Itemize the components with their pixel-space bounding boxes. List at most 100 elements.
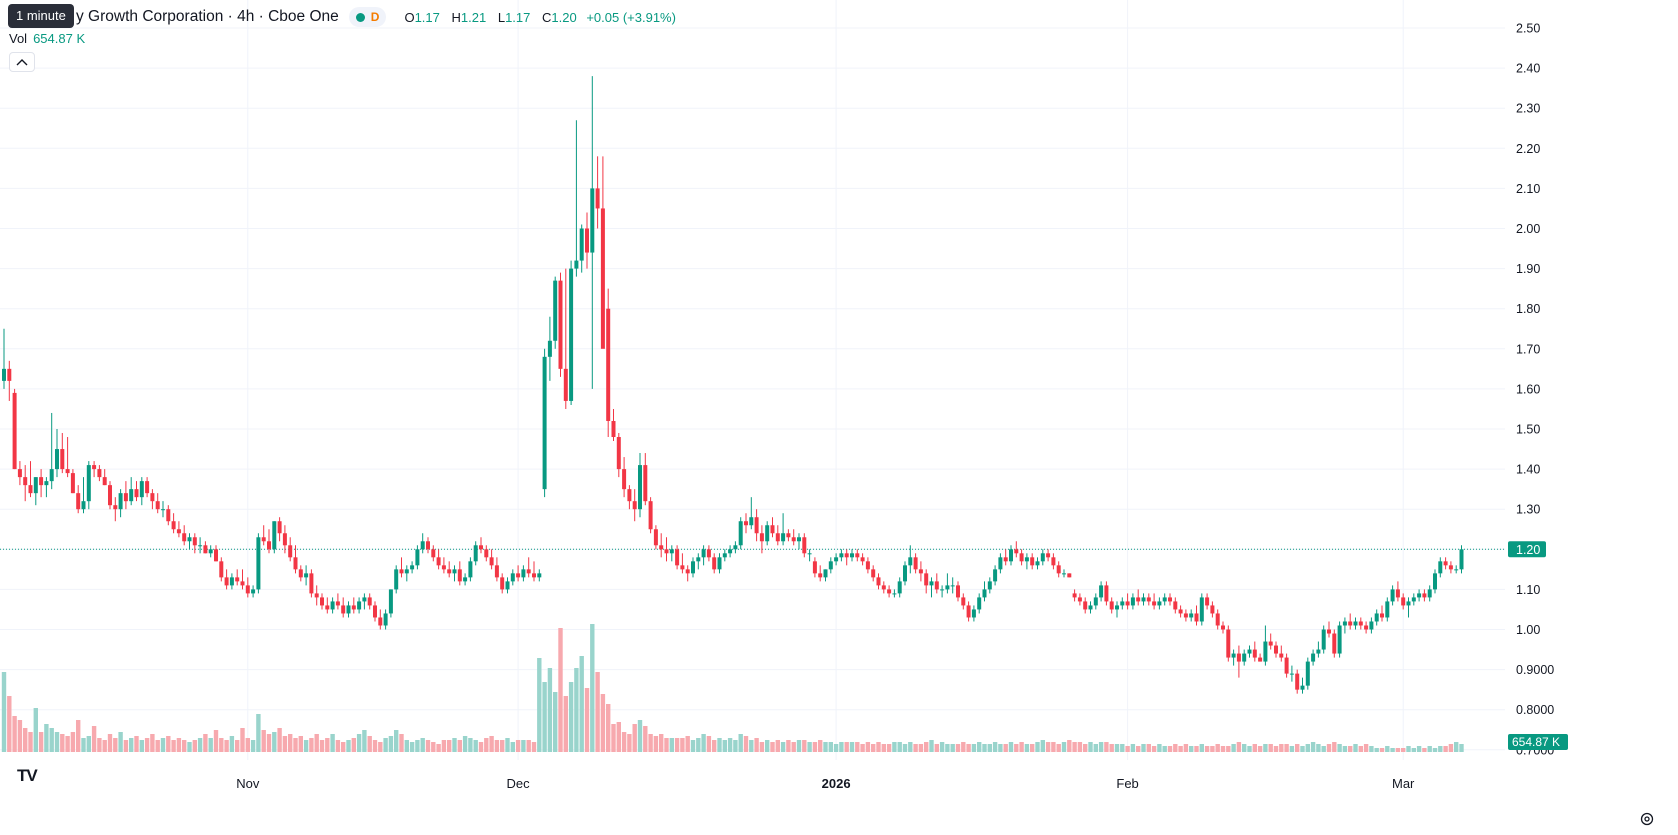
candle <box>431 545 436 562</box>
collapse-legend-button[interactable] <box>9 52 35 72</box>
volume-bar <box>1416 746 1422 752</box>
time-axis[interactable]: NovDec2026FebMarApr <box>236 776 1678 791</box>
volume-bar <box>1098 742 1104 752</box>
chevron-up-icon <box>16 59 28 66</box>
candle <box>187 533 192 550</box>
volume-bar <box>722 740 727 752</box>
candle <box>245 577 250 598</box>
candle <box>23 465 28 502</box>
volume-bar <box>468 738 473 752</box>
volume-bar <box>1003 744 1008 752</box>
volume-bar <box>1305 744 1310 752</box>
y-tick-label: 1.80 <box>1516 302 1540 316</box>
candle <box>1056 561 1061 578</box>
volume-bar <box>1019 742 1024 752</box>
y-tick-label: 1.40 <box>1516 463 1540 477</box>
volume-bar <box>892 742 897 752</box>
volume-bar <box>436 744 441 752</box>
volume-label: Vol <box>9 31 28 46</box>
candle <box>383 609 388 630</box>
volume-bar <box>802 740 807 752</box>
x-tick-label: Nov <box>236 776 260 791</box>
candle <box>956 581 960 602</box>
volume-bar <box>17 720 23 752</box>
candle <box>1014 541 1019 558</box>
candle <box>447 561 452 578</box>
volume-bar <box>1242 744 1247 752</box>
candle <box>7 360 12 401</box>
candle <box>950 577 955 594</box>
interval-badge: D <box>370 10 380 24</box>
candle <box>399 557 404 578</box>
candle <box>102 469 107 486</box>
candle <box>574 120 579 277</box>
volume-bar <box>12 716 17 752</box>
volume-bar <box>913 744 918 752</box>
volume-bar <box>1231 744 1236 752</box>
price-axis[interactable]: 2.50 2.40 2.30 2.20 2.10 2.00 1.90 1.80 1.70 1.60… <box>1516 22 1554 758</box>
candle <box>182 525 187 546</box>
high-value: 1.21 <box>460 9 487 25</box>
volume-bar <box>632 724 637 752</box>
volume-bar <box>229 736 235 752</box>
volume-legend: Vol 654.87 K <box>9 31 85 46</box>
candle <box>1284 653 1289 678</box>
settings-icon[interactable] <box>1638 810 1656 828</box>
candle <box>484 545 489 562</box>
candle <box>60 433 65 474</box>
candle <box>1242 649 1247 666</box>
status-pill[interactable]: D <box>348 7 387 27</box>
symbol-title[interactable]: y Growth Corporation · 4h · Cboe One <box>76 8 339 25</box>
volume-bar <box>1369 746 1374 752</box>
candle <box>706 545 711 562</box>
candle <box>2 328 6 389</box>
candle <box>1077 593 1082 606</box>
volume-bar <box>871 744 876 752</box>
volume-bar <box>961 742 966 752</box>
volume-bar <box>526 740 531 752</box>
volume-bar <box>457 740 462 752</box>
volume-bar <box>998 744 1003 752</box>
volume-bar <box>515 740 521 752</box>
tradingview-logo-icon[interactable]: TV <box>17 766 38 786</box>
volume-bar <box>1236 742 1242 752</box>
candle <box>696 553 701 570</box>
candle <box>113 497 118 522</box>
volume-bar <box>356 734 362 752</box>
candle <box>1035 557 1040 570</box>
y-tick-label: 0.8000 <box>1516 703 1554 717</box>
volume-bar <box>939 742 945 752</box>
volume-bar <box>1215 744 1220 752</box>
candle <box>1215 609 1220 630</box>
candle <box>240 569 245 590</box>
candle <box>1199 593 1204 626</box>
volume-bar <box>409 742 415 752</box>
volume-bar <box>680 738 685 752</box>
y-tick-label: 1.10 <box>1516 583 1540 597</box>
candle <box>1024 553 1029 570</box>
candle <box>86 461 91 510</box>
candle <box>691 557 695 578</box>
volume-bar <box>81 738 86 752</box>
last-price-tag: 1.20 <box>1508 541 1546 558</box>
candle <box>722 549 727 562</box>
candle <box>1189 609 1194 622</box>
candle <box>717 553 722 574</box>
y-tick-label: 2.50 <box>1516 22 1540 36</box>
volume-bar <box>1427 746 1432 752</box>
candle <box>81 477 86 514</box>
volume-bar <box>1310 742 1316 752</box>
volume-bars <box>1 624 1464 752</box>
candle <box>468 557 473 582</box>
chart-grid <box>0 0 1505 760</box>
candle <box>590 76 595 389</box>
volume-bar <box>235 740 240 752</box>
volume-bar <box>166 736 171 752</box>
candle <box>192 533 197 554</box>
y-tick-label: 2.10 <box>1516 182 1540 196</box>
candle <box>653 525 658 550</box>
volume-bar <box>1151 746 1157 752</box>
candle <box>161 501 165 518</box>
volume-bar <box>1448 744 1454 752</box>
